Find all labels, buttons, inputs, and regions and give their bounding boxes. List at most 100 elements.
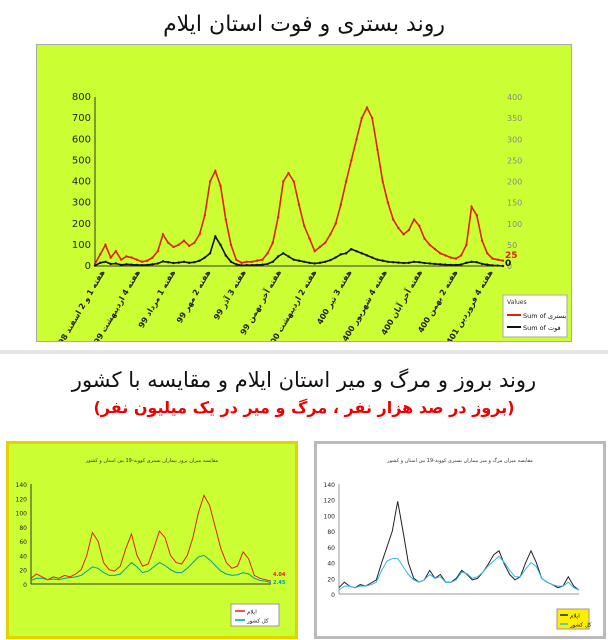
series-2-point: [187, 261, 191, 265]
y2-tick-label: 0: [507, 262, 512, 271]
series-1-point: [308, 237, 311, 240]
series-1-point: [198, 233, 201, 236]
y2-tick-label: 250: [507, 156, 522, 165]
series-1-point: [224, 218, 227, 221]
legend-label: Sum of بستری: [523, 312, 566, 320]
series-1-point: [187, 244, 191, 248]
end-value-label: 2.45: [273, 580, 286, 586]
y-tick-label: 300: [72, 198, 91, 209]
series-1-point: [266, 252, 269, 255]
series-1-point: [287, 171, 290, 175]
y-tick-label: 100: [16, 511, 28, 518]
series-2-point: [261, 263, 264, 266]
series-1-point: [146, 259, 149, 262]
y2-tick-label: 50: [507, 241, 517, 250]
series-1-point: [214, 169, 217, 173]
series-2-point: [99, 261, 102, 265]
series-1-point: [433, 247, 437, 251]
series-2-point: [444, 263, 447, 266]
series-1-point: [229, 243, 233, 247]
series-2-point: [465, 261, 468, 265]
series-1-point: [172, 245, 175, 249]
section-subtitle: (بروز در صد هزار نفر ، مرگ و میر در یک م…: [93, 398, 515, 417]
y-tick-label: 0: [85, 261, 91, 272]
series-2-point: [193, 260, 196, 264]
series-2-point: [423, 261, 426, 265]
y2-tick-label: 200: [507, 178, 522, 187]
series-2-point: [323, 260, 327, 263]
series-1-point: [130, 256, 133, 259]
series-2-point: [208, 252, 212, 255]
series-2-point: [344, 252, 348, 255]
series-1-point: [323, 241, 327, 244]
series-1-point: [255, 259, 259, 262]
y2-tick-label: 400: [507, 93, 522, 102]
series-2-point: [407, 261, 411, 265]
series-2-point: [386, 260, 390, 263]
series-2-point: [297, 259, 301, 262]
series-1-point: [109, 256, 112, 259]
series-1-point: [297, 203, 301, 206]
series-1-point: [439, 252, 442, 255]
series-1-point: [470, 205, 473, 209]
series-1-point: [376, 148, 379, 152]
series-2-point: [334, 256, 337, 259]
series-2-point: [93, 264, 97, 267]
series-1-point: [486, 252, 489, 255]
series-1-point: [271, 241, 275, 244]
incidence-chart-svg: مقایسه میزان بروز بیماران بستری کووید-19…: [16, 458, 286, 627]
series-2-point: [235, 263, 238, 266]
series-1-point: [355, 138, 358, 141]
series-1-point: [339, 203, 343, 206]
series-1-point: [449, 256, 452, 259]
series-2-point: [219, 243, 222, 247]
mortality-chart-svg: مقایسه میزان مرگ و میر بیماران بستری کوو…: [324, 457, 592, 630]
series-line-1: [94, 105, 504, 265]
series-2-point: [161, 260, 165, 263]
end-value-label: 0: [505, 259, 511, 269]
series-2-point: [480, 262, 484, 266]
series-2-point: [255, 263, 259, 267]
series-2-point: [402, 261, 405, 265]
series-1-point: [360, 116, 363, 120]
y-tick-label: 600: [72, 134, 91, 145]
y-tick-label: 0: [331, 592, 335, 599]
series-2-point: [428, 262, 431, 265]
series-2-point: [329, 258, 332, 262]
series-2-point: [412, 260, 416, 263]
x-tick-label: هفته 1 مرداد 99: [137, 268, 178, 330]
series-1-point: [459, 254, 463, 257]
y2-tick-label: 300: [507, 135, 522, 144]
series-2-point: [287, 255, 290, 258]
series-1-point: [465, 243, 468, 247]
y-tick-label: 20: [19, 568, 27, 575]
legend-label: Sum of فوت: [523, 324, 561, 332]
series-1-point: [135, 258, 139, 261]
series-1-point: [418, 224, 421, 228]
legend-label: کل کشور: [569, 622, 592, 629]
series-2-point: [114, 262, 118, 265]
series-1-point: [391, 218, 395, 221]
series-2-point: [167, 260, 170, 264]
y-tick-label: 80: [19, 525, 27, 532]
series-2-point: [198, 259, 201, 262]
y-tick-label: 120: [16, 496, 28, 503]
series-2-point: [459, 263, 463, 266]
y-tick-label: 700: [72, 113, 91, 124]
series-2-point: [245, 263, 248, 267]
series-2-point: [125, 263, 128, 266]
series-1-point: [350, 159, 353, 162]
series-1-point: [412, 218, 416, 221]
series-1-point: [261, 258, 264, 261]
y-tick-label: 60: [19, 539, 27, 546]
series-line-2: [338, 555, 580, 591]
series-line-2: [30, 554, 272, 584]
series-2-point: [439, 263, 442, 266]
y-tick-label: 0: [23, 582, 27, 589]
series-1-point: [491, 257, 494, 260]
series-2-point: [303, 260, 306, 263]
chart-title: مقایسه میزان مرگ و میر بیماران بستری کوو…: [386, 457, 533, 464]
end-value-label: 25: [505, 251, 518, 261]
series-2-point: [308, 261, 311, 265]
series-2-point: [470, 260, 473, 263]
